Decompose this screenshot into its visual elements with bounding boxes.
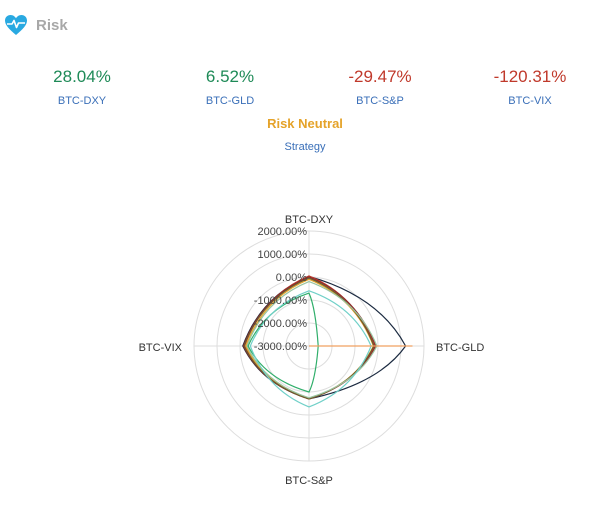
metric-label: BTC-S&P [356,95,404,107]
panel-title: Risk [36,16,68,34]
strategy-block: Risk Neutral Strategy [0,116,610,154]
radar-series-line [249,290,372,408]
strategy-label: Strategy [284,141,326,153]
strategy-name: Risk Neutral [267,116,343,131]
panel-header: Risk [4,12,68,38]
radar-axis-label: BTC-DXY [285,214,334,226]
metric-value: -29.47% [348,67,412,86]
metric-value: 28.04% [53,67,111,86]
metric-label: BTC-DXY [57,95,107,107]
metric-btc-vix: -120.31% BTC-VIX [455,66,605,108]
heart-pulse-icon [5,15,27,35]
metric-btc-gld: 6.52% BTC-GLD [155,66,305,108]
metric-btc-dxy: 28.04% BTC-DXY [7,66,157,108]
metric-value: -120.31% [493,67,567,86]
radar-tick-label: -3000.00% [254,341,307,353]
radar-series-line [246,280,378,399]
radar-tick-label: 0.00% [276,272,307,284]
radar-tick-label: 2000.00% [257,226,307,238]
metric-label: BTC-GLD [205,95,255,107]
radar-tick-label: 1000.00% [257,249,307,261]
radar-axis-label: BTC-VIX [139,342,183,354]
radar-axis-label: BTC-GLD [436,342,484,354]
radar-axis-label: BTC-S&P [285,475,333,487]
metric-value: 6.52% [205,67,255,86]
metrics-row: 28.04% BTC-DXY 6.52% BTC-GLD -29.47% BTC… [0,66,610,116]
radar-tick-label: -1000.00% [254,295,307,307]
radar-tick-label: -2000.00% [254,318,307,330]
metric-label: BTC-VIX [508,95,552,107]
metric-btc-sp: -29.47% BTC-S&P [305,66,455,108]
radar-series-line [243,277,375,400]
